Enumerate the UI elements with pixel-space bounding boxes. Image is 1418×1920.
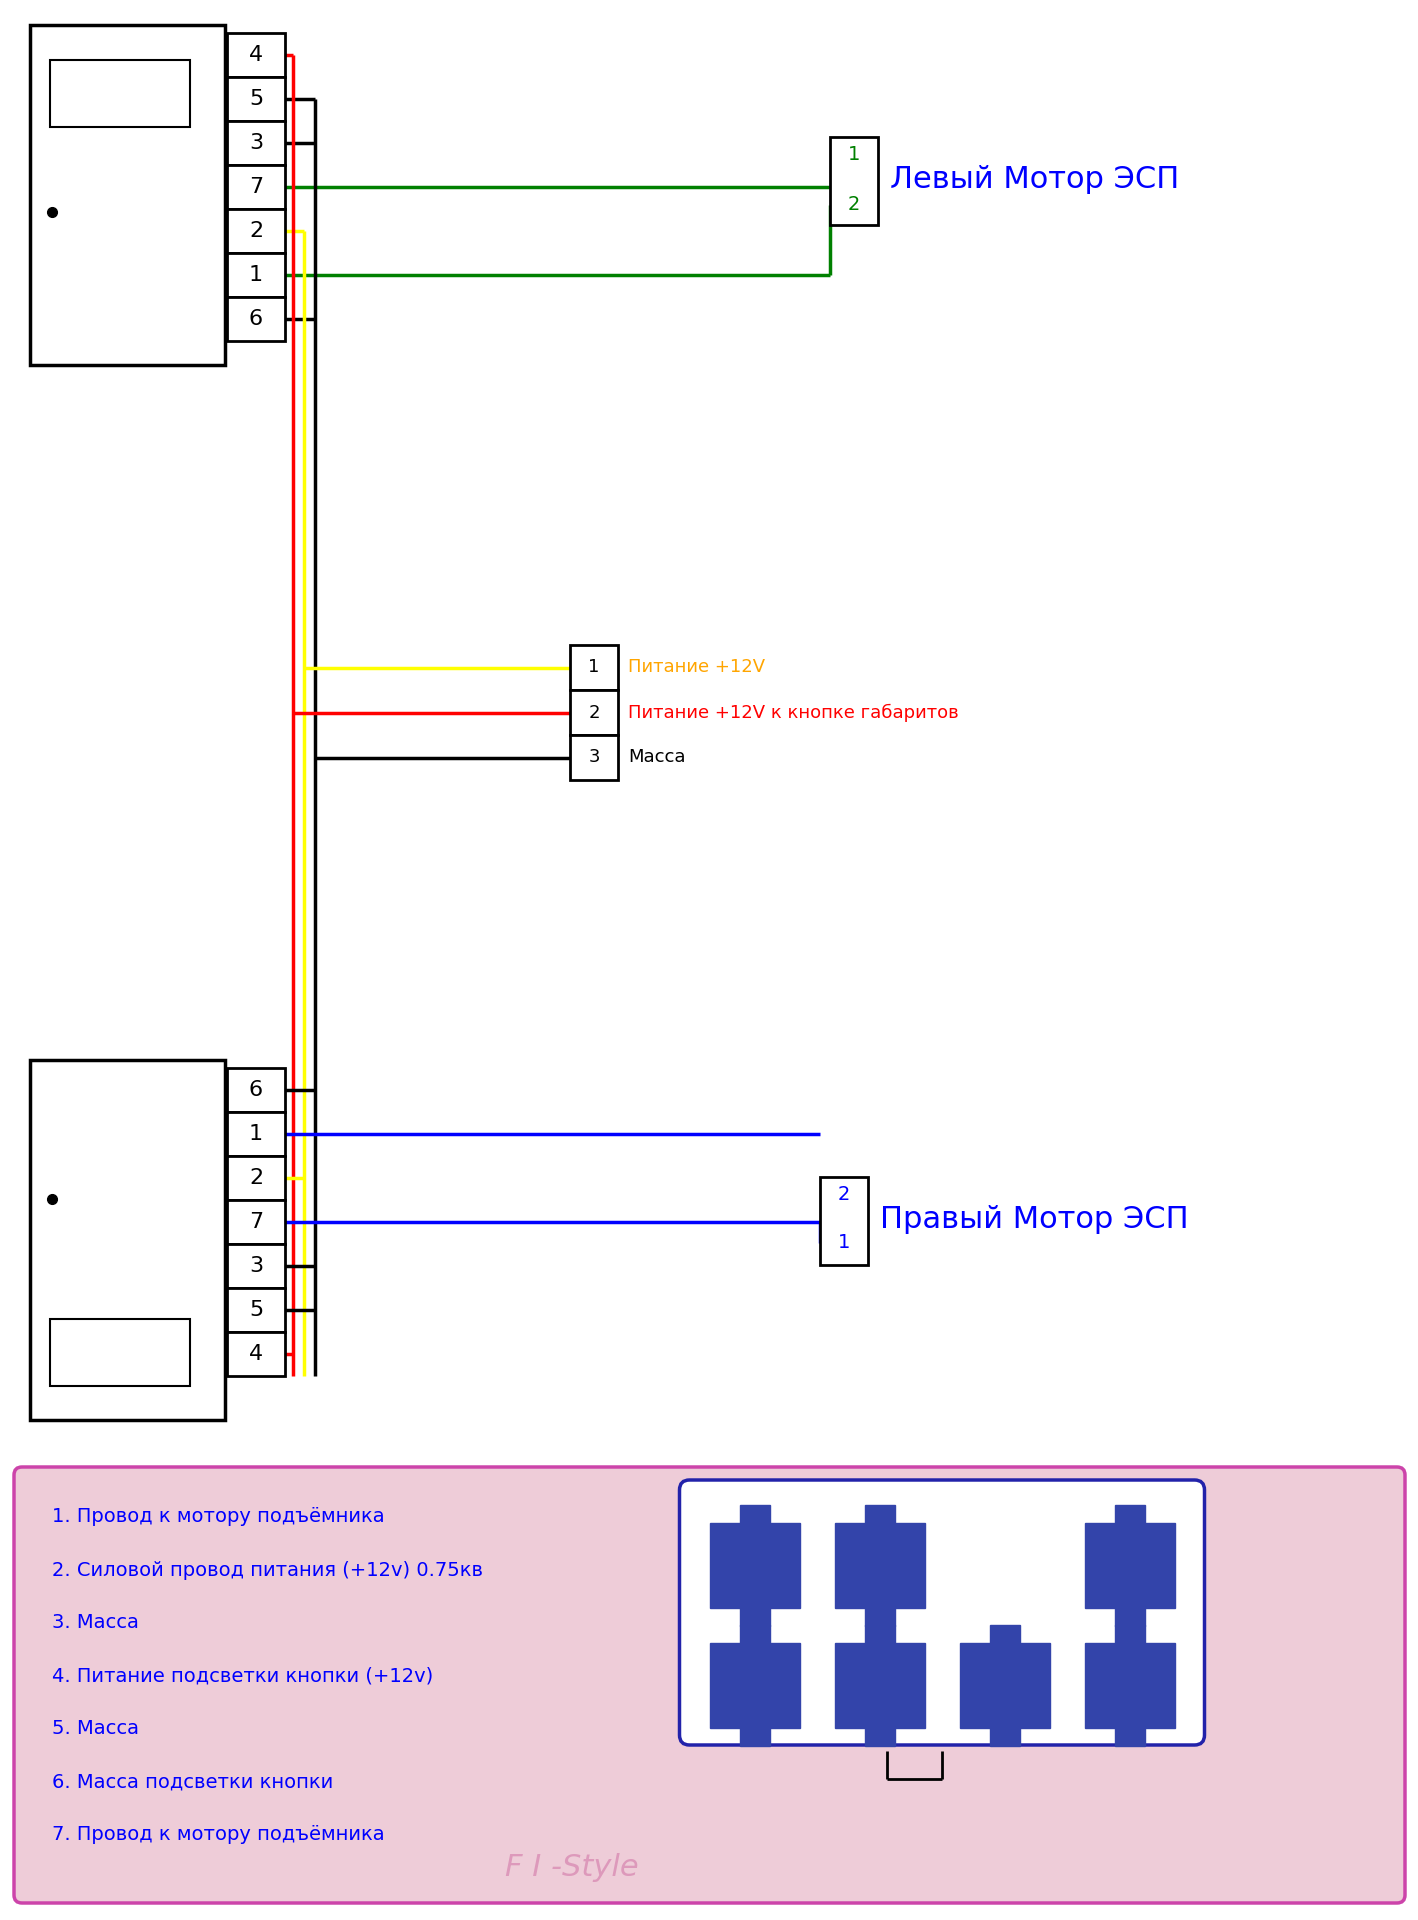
Text: Масса: Масса [628, 749, 685, 766]
Text: Питание +12V к кнопке габаритов: Питание +12V к кнопке габаритов [628, 703, 959, 722]
Bar [227, 298, 285, 342]
Text: F I -Style: F I -Style [505, 1853, 640, 1882]
Bar [227, 253, 285, 298]
Text: 2: 2 [848, 196, 861, 215]
Text: 2: 2 [250, 1167, 264, 1188]
Text: 1: 1 [250, 1123, 264, 1144]
Bar [865, 1624, 895, 1644]
Bar [865, 1609, 895, 1626]
Text: 3: 3 [588, 749, 600, 766]
Text: 2: 2 [250, 221, 264, 242]
Bar [570, 735, 618, 780]
Bar [227, 1332, 285, 1377]
Bar [865, 1728, 895, 1745]
Ellipse shape [74, 1323, 150, 1380]
Bar [990, 1728, 1020, 1745]
Text: 2: 2 [871, 1674, 888, 1697]
Text: 6. Масса подсветки кнопки: 6. Масса подсветки кнопки [52, 1772, 333, 1791]
Text: 6: 6 [871, 1553, 888, 1578]
Text: 3: 3 [995, 1674, 1014, 1697]
Bar [740, 1624, 770, 1644]
Bar [1115, 1728, 1144, 1745]
Bar [835, 1523, 925, 1609]
Bar [227, 1200, 285, 1244]
Text: Левый Мотор ЭСП: Левый Мотор ЭСП [891, 165, 1180, 194]
Text: 4. Питание подсветки кнопки (+12v): 4. Питание подсветки кнопки (+12v) [52, 1667, 434, 1686]
Bar [740, 1609, 770, 1626]
Text: 7: 7 [1120, 1553, 1139, 1578]
Text: 6: 6 [250, 309, 264, 328]
Text: 5: 5 [746, 1553, 763, 1578]
Bar [1115, 1609, 1144, 1626]
Bar [835, 1644, 925, 1728]
Text: 2: 2 [588, 703, 600, 722]
Text: 1. Провод к мотору подъёмника: 1. Провод к мотору подъёмника [52, 1507, 384, 1526]
Bar [570, 689, 618, 735]
Bar [227, 1156, 285, 1200]
Text: 6: 6 [250, 1079, 264, 1100]
Bar [227, 1068, 285, 1112]
Bar [227, 121, 285, 165]
Text: 3: 3 [250, 132, 264, 154]
Bar [1085, 1523, 1174, 1609]
Text: 4: 4 [250, 44, 264, 65]
Ellipse shape [74, 65, 150, 121]
Text: 5: 5 [250, 88, 264, 109]
Bar [990, 1624, 1020, 1644]
Text: 2: 2 [838, 1185, 851, 1204]
Bar [227, 165, 285, 209]
Bar [227, 1288, 285, 1332]
Bar [1115, 1624, 1144, 1644]
Bar [960, 1644, 1049, 1728]
Bar [227, 1244, 285, 1288]
Bar [30, 1060, 225, 1421]
Text: 4: 4 [1120, 1674, 1139, 1697]
FancyBboxPatch shape [14, 1467, 1405, 1903]
Text: 5. Масса: 5. Масса [52, 1720, 139, 1738]
Bar [227, 33, 285, 77]
Text: 4: 4 [250, 1344, 264, 1363]
Bar [50, 60, 190, 127]
Bar [709, 1523, 800, 1609]
Text: 3: 3 [250, 1256, 264, 1277]
Text: 2. Силовой провод питания (+12v) 0.75кв: 2. Силовой провод питания (+12v) 0.75кв [52, 1561, 484, 1580]
Text: 1: 1 [848, 146, 861, 165]
Bar [50, 1319, 190, 1386]
Bar [1115, 1505, 1144, 1523]
Bar [227, 1112, 285, 1156]
Bar [820, 1177, 868, 1265]
Text: 3. Масса: 3. Масса [52, 1613, 139, 1632]
Text: 5: 5 [250, 1300, 264, 1321]
Bar [1085, 1644, 1174, 1728]
Text: 1: 1 [838, 1233, 851, 1252]
Text: 7: 7 [250, 1212, 264, 1233]
Text: 1: 1 [250, 265, 264, 284]
Text: Правый Мотор ЭСП: Правый Мотор ЭСП [881, 1204, 1188, 1233]
Bar [227, 77, 285, 121]
Bar [740, 1505, 770, 1523]
Text: 1: 1 [746, 1674, 763, 1697]
FancyBboxPatch shape [679, 1480, 1204, 1745]
Text: Питание +12V: Питание +12V [628, 659, 766, 676]
Text: 1: 1 [588, 659, 600, 676]
Bar [30, 25, 225, 365]
Text: 7: 7 [250, 177, 264, 198]
Bar [227, 209, 285, 253]
Bar [740, 1728, 770, 1745]
Bar [830, 136, 878, 225]
Bar [709, 1644, 800, 1728]
Bar [570, 645, 618, 689]
Bar [865, 1505, 895, 1523]
Text: 7. Провод к мотору подъёмника: 7. Провод к мотору подъёмника [52, 1826, 384, 1845]
